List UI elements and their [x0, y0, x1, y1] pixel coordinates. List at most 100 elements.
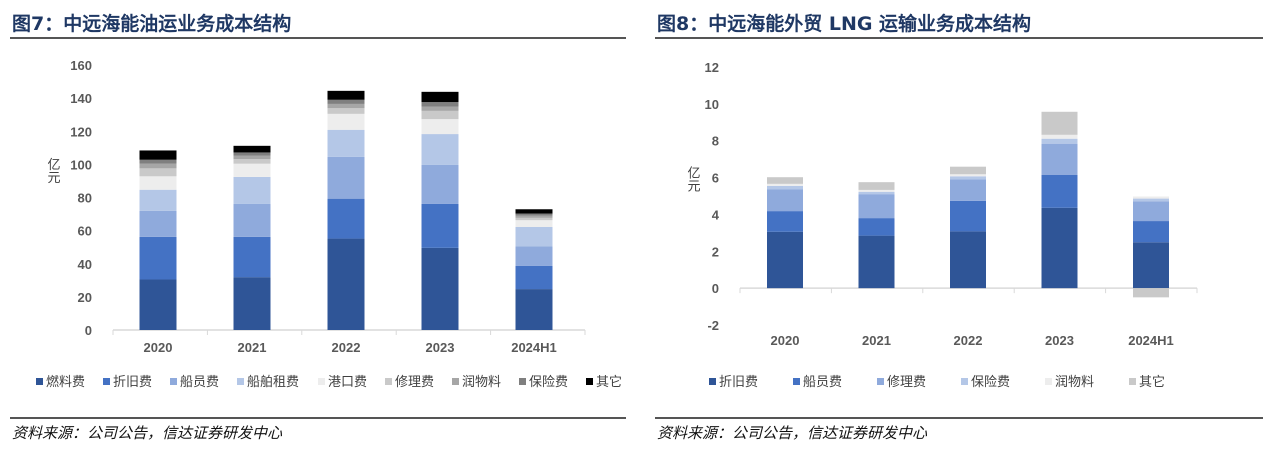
bar-segment-船员费	[515, 246, 553, 266]
bar-segment-润物料	[139, 163, 177, 169]
bar-segment-燃料费	[421, 247, 459, 330]
x-tick-label: 2021	[238, 340, 267, 355]
bar-segment-折旧费	[858, 235, 895, 289]
bar-segment-港口费	[421, 119, 459, 135]
bar-segment-保险费	[233, 152, 271, 156]
bar-segment-港口费	[233, 163, 271, 177]
bar-segment-折旧费	[515, 265, 553, 290]
figure-8-panel: 图8：中远海能外贸 LNG 运输业务成本结构 资料来源：公司公告，信达证券研发中…	[645, 0, 1269, 456]
legend-label: 其它	[596, 374, 622, 390]
legend-label: 船舶租费	[247, 374, 299, 390]
source-note: 资料来源：公司公告，信达证券研发中心	[12, 424, 283, 442]
source-note: 资料来源：公司公告，信达证券研发中心	[657, 424, 928, 442]
bar-segment-修理费	[233, 159, 271, 164]
y-tick-label: 0	[712, 281, 719, 296]
bar-segment-港口费	[515, 220, 553, 227]
legend-label: 修理费	[887, 375, 926, 390]
y-tick-label: 40	[78, 257, 92, 272]
bar-segment-港口费	[327, 113, 365, 130]
bar-segment-保险费	[858, 191, 895, 195]
bar-segment-其它	[421, 91, 459, 103]
bar-segment-船员费	[1133, 221, 1169, 243]
legend-swatch	[793, 378, 800, 385]
bar-segment-其它	[233, 145, 271, 153]
bar-segment-保险费	[950, 176, 986, 180]
legend-label: 燃料费	[46, 374, 85, 390]
bar-segment-润物料	[1041, 134, 1078, 139]
bar-segment-修理费	[950, 179, 986, 201]
chart-7: 0 20 40 60 80 100 120 140 160 亿元 2020 2021 2022 2023 2…	[36, 58, 622, 390]
legend-swatch	[452, 378, 459, 385]
y-tick-label: 120	[70, 124, 92, 139]
bar-segment-燃料费	[327, 238, 365, 330]
bar-segment-船舶租费	[233, 176, 271, 204]
bar-segment-船员费	[421, 164, 459, 204]
source-divider	[655, 417, 1263, 419]
bar-segment-润物料	[767, 183, 803, 186]
bar-segment-润物料	[515, 215, 553, 218]
bar-segment-修理费	[767, 189, 803, 212]
legend-label: 船员费	[803, 375, 842, 390]
bar-segment-保险费	[139, 159, 177, 164]
legend-swatch	[586, 378, 593, 385]
legend-swatch	[961, 378, 968, 385]
bar-segment-保险费	[1041, 138, 1078, 144]
x-tick-label: 2022	[954, 333, 983, 348]
bar-segment-折旧费	[950, 231, 986, 289]
y-tick-label: 60	[78, 224, 92, 239]
legend-swatch	[519, 378, 526, 385]
bar-segment-燃料费	[233, 277, 271, 330]
bar-segment-润物料	[950, 174, 986, 177]
bar-segment-修理费	[327, 108, 365, 114]
bar-segment-折旧费	[1133, 242, 1169, 289]
legend-label: 港口费	[328, 375, 367, 390]
y-tick-label: 20	[78, 290, 92, 305]
bar-segment-船员费	[767, 211, 803, 232]
bar-segment-其它	[1133, 288, 1169, 298]
chart-title: 图7：中远海能油运业务成本结构	[12, 13, 292, 35]
legend-swatch	[36, 378, 43, 385]
bar-segment-折旧费	[327, 198, 365, 239]
legend-label: 其它	[1139, 374, 1165, 390]
bar-segment-折旧费	[1041, 207, 1078, 289]
bar-segment-船舶租费	[139, 189, 177, 211]
legend-swatch	[103, 378, 110, 385]
source-divider	[10, 417, 626, 419]
bar-segment-船舶租费	[327, 129, 365, 157]
legend-label: 折旧费	[113, 375, 152, 390]
legend-swatch	[1045, 378, 1052, 385]
bar-segment-船舶租费	[515, 226, 553, 247]
y-axis-label: 亿元	[45, 158, 61, 185]
y-axis-label: 亿元	[685, 166, 701, 193]
bar-segment-修理费	[1041, 143, 1078, 175]
bar-segment-其它	[767, 177, 803, 184]
bar-segment-保险费	[767, 185, 803, 190]
x-tick-label: 2024H1	[1128, 333, 1174, 348]
bar-segment-船舶租费	[421, 134, 459, 165]
bar-segment-船员费	[327, 156, 365, 199]
bar-segment-润物料	[421, 106, 459, 111]
legend-label: 保险费	[971, 375, 1010, 390]
title-divider	[10, 37, 626, 39]
bar-segment-船员费	[139, 210, 177, 237]
bar-segment-其它	[139, 150, 177, 160]
y-tick-label: 80	[78, 191, 92, 206]
x-tick-label: 2020	[771, 333, 800, 348]
bar-segment-港口费	[139, 176, 177, 190]
bar-segment-燃料费	[515, 289, 553, 330]
y-tick-label: 8	[712, 134, 719, 149]
bar-segment-保险费	[1133, 198, 1169, 202]
bar-segment-折旧费	[767, 231, 803, 289]
bar-segment-修理费	[515, 217, 553, 221]
x-tick-label: 2020	[144, 340, 173, 355]
bar-segment-修理费	[421, 110, 459, 120]
bar-segment-其它	[858, 182, 895, 190]
y-tick-label: 4	[712, 207, 720, 222]
y-tick-label: 0	[85, 323, 92, 338]
legend-label: 折旧费	[719, 375, 758, 390]
legend-swatch	[318, 378, 325, 385]
bar-segment-其它	[327, 90, 365, 100]
legend-swatch	[170, 378, 177, 385]
legend-label: 保险费	[529, 375, 568, 390]
legend-swatch	[1129, 378, 1136, 385]
